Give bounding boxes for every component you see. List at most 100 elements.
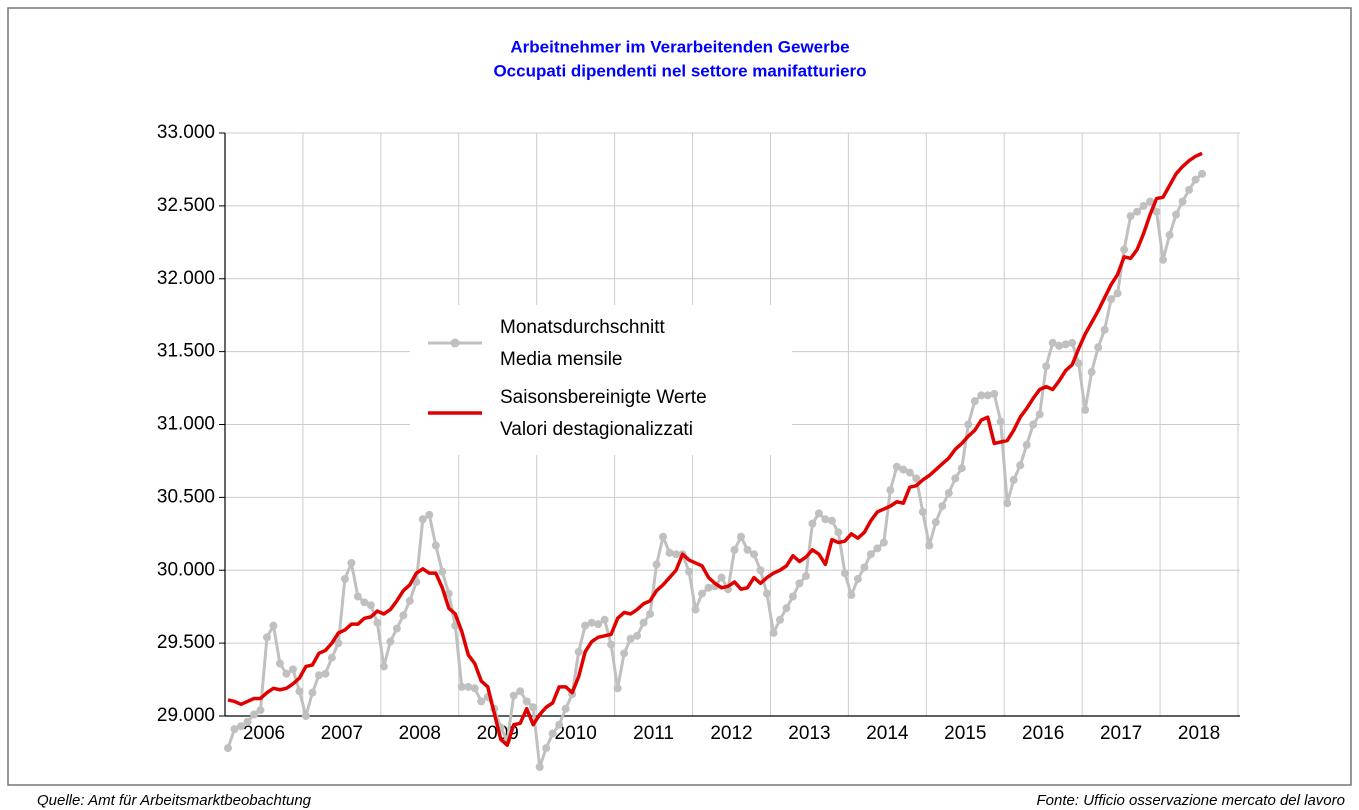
marker xyxy=(620,649,629,658)
marker xyxy=(1107,295,1116,304)
marker xyxy=(295,687,304,696)
x-tick-label: 2015 xyxy=(944,723,986,744)
marker xyxy=(736,532,745,541)
marker xyxy=(672,550,681,559)
marker xyxy=(516,687,525,696)
marker xyxy=(256,706,265,715)
marker xyxy=(1178,197,1187,206)
marker xyxy=(405,596,414,605)
x-tick-label: 2016 xyxy=(1022,723,1064,744)
marker xyxy=(808,519,817,528)
source: Quelle: Amt für Arbeitsmarktbeobachtung xyxy=(37,792,312,809)
marker xyxy=(529,703,538,712)
marker xyxy=(574,647,583,656)
marker xyxy=(1159,255,1168,264)
marker xyxy=(762,589,771,598)
marker xyxy=(691,605,700,614)
marker xyxy=(334,639,343,648)
marker xyxy=(509,691,518,700)
series-line xyxy=(227,151,1203,747)
marker xyxy=(308,688,317,697)
marker xyxy=(925,541,934,550)
marker xyxy=(860,563,869,572)
marker xyxy=(1003,499,1012,508)
marker xyxy=(1198,169,1207,178)
y-tick-label: 33.000 xyxy=(157,122,215,143)
marker xyxy=(269,621,278,630)
marker xyxy=(249,710,258,719)
y-tick-label: 32.500 xyxy=(157,195,215,216)
marker xyxy=(873,544,882,553)
marker xyxy=(1100,325,1109,334)
marker xyxy=(801,572,810,581)
marker xyxy=(996,417,1005,426)
marker xyxy=(548,729,557,738)
marker xyxy=(659,532,668,541)
marker xyxy=(730,545,739,554)
marker xyxy=(477,697,486,706)
marker xyxy=(1074,359,1083,368)
marker xyxy=(1165,231,1174,240)
marker xyxy=(321,669,330,678)
marker xyxy=(633,631,642,640)
marker xyxy=(698,589,707,598)
marker xyxy=(1172,210,1181,219)
marker xyxy=(360,598,369,607)
marker xyxy=(275,659,284,668)
marker xyxy=(827,516,836,525)
marker xyxy=(301,712,310,720)
marker xyxy=(912,474,921,483)
marker xyxy=(834,528,843,537)
legend-label: Saisonsbereinigte Werte xyxy=(500,387,707,408)
marker xyxy=(262,633,271,642)
marker xyxy=(386,637,395,646)
legend-label: Monatsdurchschnitt xyxy=(500,317,665,338)
x-tick-label: 2008 xyxy=(399,723,441,744)
marker xyxy=(347,558,356,567)
chart-title: Arbeitnehmer im Verarbeitenden Gewerbe xyxy=(510,37,849,56)
marker xyxy=(587,618,596,627)
marker xyxy=(1139,201,1148,210)
marker xyxy=(1016,461,1025,470)
marker xyxy=(340,574,349,583)
legend xyxy=(410,305,792,455)
y-tick-label: 30.000 xyxy=(157,559,215,580)
marker xyxy=(814,509,823,518)
marker xyxy=(977,391,986,400)
x-tick-label: 2012 xyxy=(710,723,752,744)
legend-label: Media mensile xyxy=(500,349,623,370)
marker xyxy=(425,510,434,519)
marker xyxy=(581,621,590,630)
marker xyxy=(866,550,875,559)
marker xyxy=(327,653,336,662)
marker xyxy=(717,573,726,582)
marker xyxy=(931,518,940,527)
x-tick-label: 2013 xyxy=(788,723,830,744)
marker xyxy=(652,560,661,569)
marker xyxy=(756,566,765,575)
y-tick-label: 29.500 xyxy=(157,632,215,653)
marker xyxy=(600,615,609,624)
x-tick-label: 2018 xyxy=(1178,723,1220,744)
chart-title: Occupati dipendenti nel settore manifatt… xyxy=(493,61,866,80)
marker xyxy=(1068,338,1077,347)
marker xyxy=(795,579,804,588)
marker xyxy=(957,464,966,473)
marker xyxy=(821,515,830,524)
marker xyxy=(905,468,914,477)
marker xyxy=(373,618,382,627)
marker xyxy=(230,725,239,734)
marker xyxy=(1042,362,1051,371)
marker xyxy=(1055,341,1064,350)
marker xyxy=(366,601,375,610)
marker xyxy=(379,662,388,671)
marker xyxy=(918,507,927,516)
marker xyxy=(282,669,291,678)
marker xyxy=(613,684,622,693)
marker xyxy=(639,618,648,627)
marker xyxy=(775,615,784,624)
marker xyxy=(1152,207,1161,216)
marker xyxy=(457,682,466,691)
marker xyxy=(938,502,947,511)
marker xyxy=(782,604,791,613)
